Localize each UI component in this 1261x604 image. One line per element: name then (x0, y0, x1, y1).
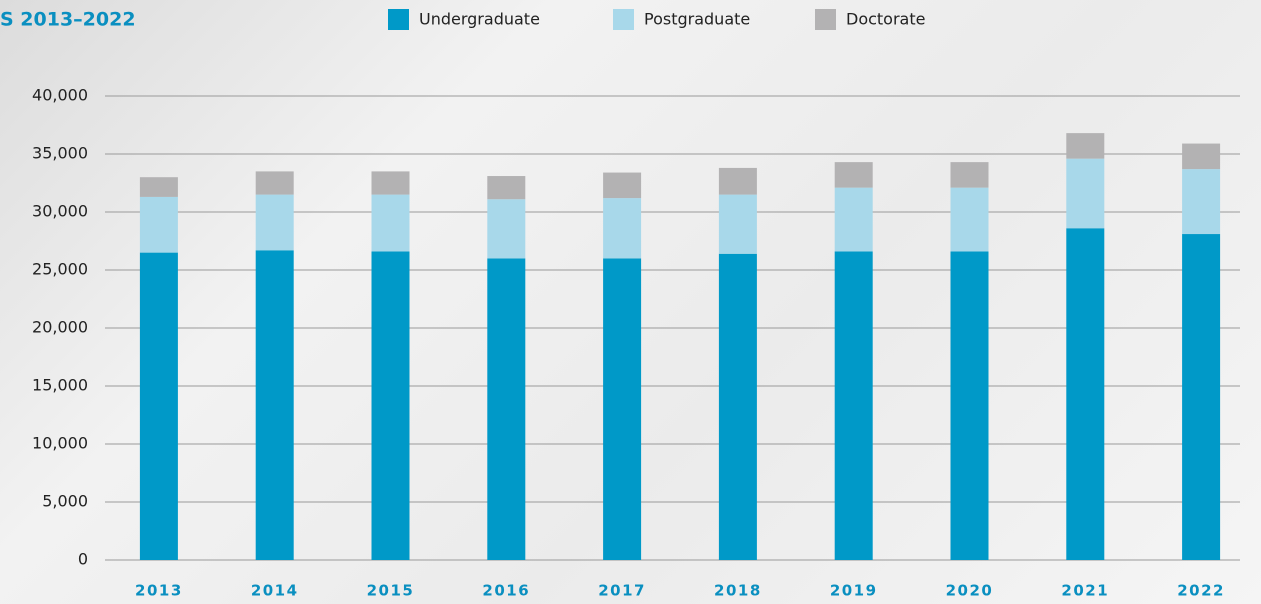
x-tick-label: 2019 (830, 582, 878, 600)
bar-segment (718, 194, 757, 254)
bar-segment (255, 250, 294, 560)
y-tick-label: 0 (78, 550, 88, 569)
x-tick-label: 2017 (598, 582, 646, 600)
bar-segment (950, 162, 989, 188)
bar-segment (1182, 234, 1221, 561)
y-tick-label: 20,000 (32, 318, 88, 337)
bar-segment (1066, 158, 1105, 229)
bar-segment (139, 252, 178, 560)
bar-segment (487, 258, 526, 560)
legend-label: Postgraduate (644, 10, 750, 29)
x-tick-label: 2016 (482, 582, 530, 600)
x-tick-label: 2015 (367, 582, 415, 600)
y-tick-label: 5,000 (42, 492, 88, 511)
bar-segment (950, 251, 989, 560)
bar-segment (603, 172, 642, 199)
bar-segment (1182, 143, 1221, 170)
y-tick-label: 40,000 (32, 86, 88, 105)
legend-label: Doctorate (846, 10, 925, 29)
bar-segment (255, 194, 294, 251)
x-tick-label: 2018 (714, 582, 762, 600)
bar-segment (1066, 228, 1105, 561)
bar-segment (255, 171, 294, 195)
x-tick-label: 2021 (1061, 582, 1109, 600)
legend-swatch (613, 9, 634, 30)
bar-segment (1182, 169, 1221, 235)
bar-segment (603, 198, 642, 259)
bar-segment (603, 258, 642, 560)
bar-segment (371, 251, 410, 560)
bar-segment (718, 253, 757, 560)
bar-segment (371, 194, 410, 252)
y-tick-label: 30,000 (32, 202, 88, 221)
bar-segment (487, 176, 526, 200)
bar-segment (1066, 133, 1105, 159)
bar-segment (834, 251, 873, 560)
chart-title: S 2013–2022 (0, 9, 136, 31)
y-tick-label: 15,000 (32, 376, 88, 395)
y-tick-label: 25,000 (32, 260, 88, 279)
x-tick-label: 2013 (135, 582, 183, 600)
bar-segment (834, 187, 873, 252)
bar-segment (139, 196, 178, 253)
bar-segment (834, 162, 873, 188)
y-tick-label: 10,000 (32, 434, 88, 453)
legend-swatch (388, 9, 409, 30)
bar-segment (718, 167, 757, 195)
x-tick-label: 2022 (1177, 582, 1225, 600)
y-tick-label: 35,000 (32, 144, 88, 163)
bar-segment (950, 187, 989, 252)
bar-segment (371, 171, 410, 195)
legend-swatch (815, 9, 836, 30)
x-tick-label: 2020 (946, 582, 994, 600)
bar-segment (487, 199, 526, 259)
legend-label: Undergraduate (419, 10, 540, 29)
bar-segment (139, 177, 178, 197)
x-tick-label: 2014 (251, 582, 299, 600)
